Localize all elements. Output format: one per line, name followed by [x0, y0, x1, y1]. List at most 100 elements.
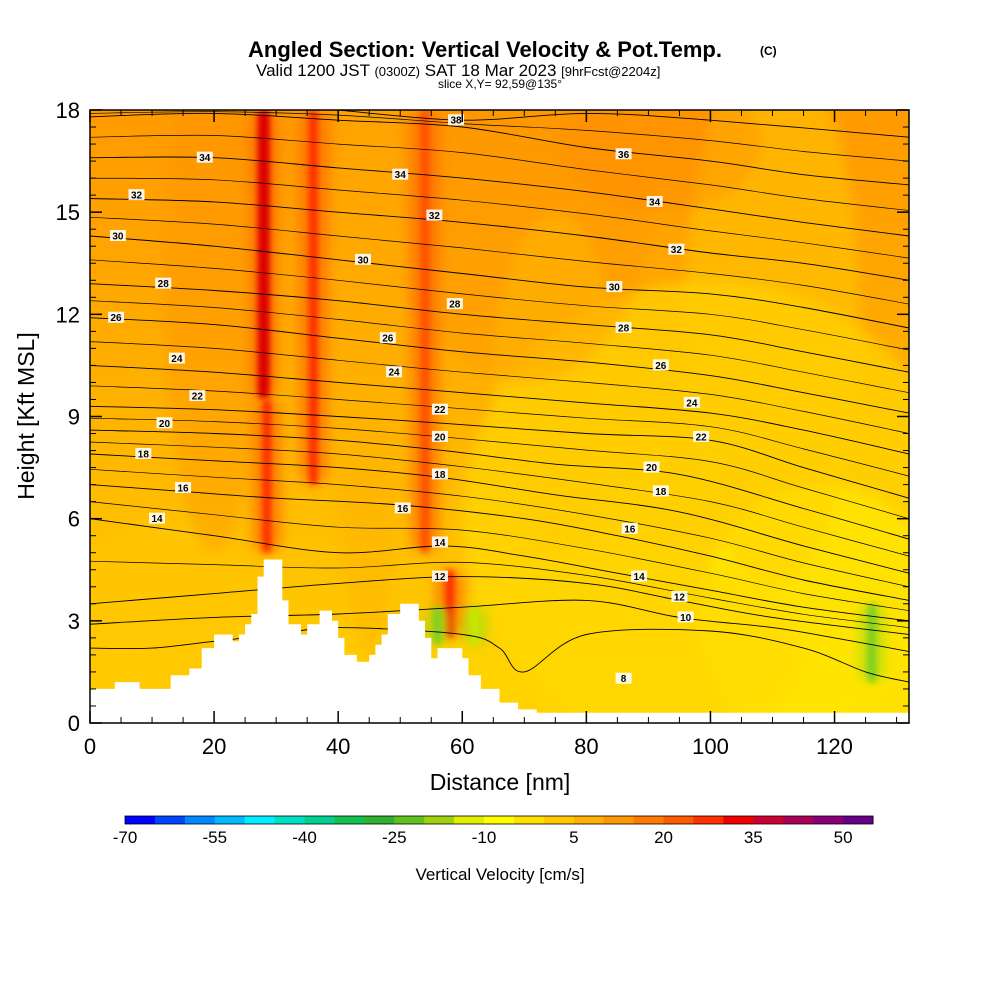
contour-label-box: [431, 430, 448, 442]
contour-label-text: 10: [680, 613, 692, 624]
contour-label-18: 18: [135, 447, 152, 460]
contour-label-text: 14: [634, 572, 646, 583]
copyright-mark: (C): [760, 44, 777, 58]
velocity-core: [433, 607, 442, 645]
colorbar-swatch: [543, 816, 575, 824]
contour-label-box: [683, 396, 700, 408]
x-tick-label: 60: [450, 734, 474, 759]
contour-label-box: [646, 195, 663, 207]
x-tick-label: 40: [326, 734, 350, 759]
contour-label-box: [155, 277, 172, 289]
contour-label-box: [128, 189, 145, 201]
colorbar-swatch: [633, 816, 665, 824]
colorbar-swatch: [603, 816, 635, 824]
velocity-core: [421, 110, 430, 553]
colorbar-tick-label: -10: [472, 828, 497, 847]
contour-label-30: 30: [355, 253, 371, 266]
contour-label-text: 18: [434, 470, 446, 481]
contour-label-text: 18: [655, 487, 667, 498]
contour-label-36: 36: [615, 148, 632, 161]
colorbar-tick-label: 5: [569, 828, 578, 847]
contour-label-32: 32: [426, 209, 443, 222]
contour-label-box: [379, 332, 396, 344]
colorbar-swatch: [573, 816, 605, 824]
contour-label-text: 34: [649, 197, 661, 208]
contour-label-text: 32: [131, 191, 143, 202]
colorbar-swatch: [154, 816, 186, 824]
velocity-core: [262, 399, 271, 553]
pot-temp-contour-minor: [90, 216, 909, 305]
contour-label-34: 34: [196, 151, 213, 164]
velocity-core: [257, 110, 270, 400]
contour-label-box: [426, 209, 443, 221]
contour-label-box: [621, 522, 638, 534]
pot-temp-contour-12: [90, 576, 909, 635]
contour-label-text: 22: [192, 392, 204, 403]
colorbar-tick-label: 50: [834, 828, 853, 847]
x-tick-label: 80: [574, 734, 598, 759]
contour-label-text: 28: [449, 300, 461, 311]
y-tick-label: 3: [68, 609, 80, 634]
contour-label-text: 28: [618, 323, 630, 334]
colorbar-tick-label: 35: [744, 828, 763, 847]
contour-label-box: [643, 461, 660, 473]
colorbar-swatch: [424, 816, 455, 824]
colorbar-swatch: [843, 816, 874, 824]
pot-temp-contour-32: [90, 198, 909, 281]
contour-label-24: 24: [386, 366, 403, 379]
contour-label-box: [189, 390, 206, 402]
contour-label-32: 32: [128, 189, 145, 202]
y-tick-label: 6: [68, 507, 80, 532]
colorbar-swatch: [454, 816, 485, 824]
pot-temp-contour-18: [90, 453, 909, 574]
y-tick-label: 0: [68, 711, 80, 736]
contour-label-box: [355, 253, 371, 265]
pot-temp-contour-30: [90, 235, 909, 329]
contour-label-box: [677, 611, 694, 623]
contour-label-26: 26: [652, 359, 669, 372]
contour-labels: 34 32 30 28 26 24 22 20 18 16 14 38 34 32 30 28 26 24 22 20…: [108, 114, 710, 685]
contour-label-16: 16: [394, 502, 411, 515]
contour-label-box: [652, 359, 669, 371]
contour-label-box: [394, 502, 411, 514]
svg-text:Valid 1200 JST (0300Z): Valid 1200 JST (0300Z) SAT 18 Mar 2023 […: [256, 61, 660, 80]
contour-label-box: [446, 298, 463, 310]
contour-label-text: 26: [382, 334, 394, 345]
contour-label-box: [156, 417, 173, 429]
contour-label-box: [615, 148, 632, 160]
contour-label-12: 12: [431, 570, 448, 583]
y-tick-label: 9: [68, 405, 80, 430]
contour-label-26: 26: [108, 311, 125, 324]
colorbar-tick-label: -70: [113, 828, 138, 847]
contour-label-text: 22: [434, 405, 446, 416]
colorbar-frame: [124, 815, 874, 825]
contour-label-26: 26: [379, 332, 396, 345]
colorbar-tick-label: -55: [202, 828, 227, 847]
velocity-core: [309, 110, 318, 485]
contour-label-text: 12: [674, 592, 686, 603]
contour-label-box: [135, 447, 152, 459]
pot-temp-contour-28: [90, 283, 909, 373]
pot-temp-contour-minor: [90, 385, 909, 477]
x-tick-label: 20: [202, 734, 226, 759]
contour-label-box: [671, 590, 688, 602]
pot-temp-contour-22: [90, 405, 909, 499]
contour-label-text: 20: [159, 419, 171, 430]
x-tick-label: 120: [816, 734, 853, 759]
contour-label-34: 34: [646, 195, 663, 208]
contour-label-text: 26: [655, 361, 667, 372]
contour-label-text: 16: [624, 524, 636, 535]
contour-label-text: 30: [357, 255, 369, 266]
field-texture-patch: [164, 110, 264, 553]
colorbar-swatch: [813, 816, 844, 824]
contour-label-8: 8: [615, 672, 632, 685]
contour-label-14: 14: [149, 512, 166, 525]
plot-area: 34 32 30 28 26 24 22 20 18 16 14 38 34 32 30 28 26 24 22 20…: [90, 110, 909, 723]
contour-label-box: [693, 430, 710, 442]
colorbar-swatch: [214, 816, 246, 824]
contour-label-text: 36: [618, 150, 630, 161]
contour-label-18: 18: [431, 468, 448, 481]
contour-label-box: [431, 570, 448, 582]
contour-label-text: 30: [112, 232, 124, 243]
